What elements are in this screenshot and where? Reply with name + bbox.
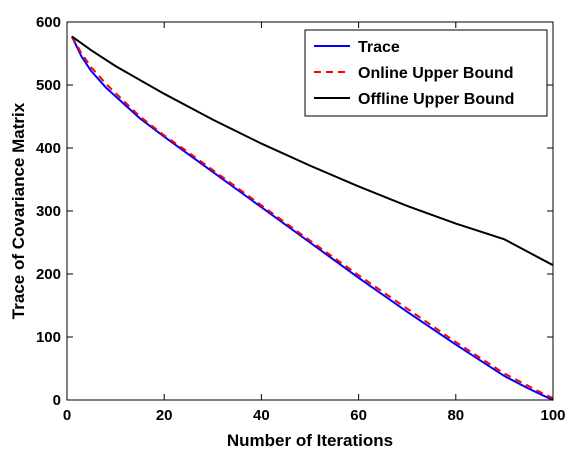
series-line-0 [70, 36, 554, 401]
series-lines [70, 35, 554, 401]
x-tick-label: 40 [253, 407, 270, 424]
y-tick-label: 0 [53, 392, 61, 409]
legend: Trace Online Upper Bound Offline Upper B… [304, 29, 548, 117]
legend-label-trace: Trace [358, 39, 400, 56]
x-tick-label: 100 [540, 407, 565, 424]
x-tick-label: 80 [447, 407, 464, 424]
y-tick-label: 400 [36, 140, 61, 157]
legend-label-online: Online Upper Bound [358, 65, 514, 82]
y-axis-label: Trace of Covariance Matrix [9, 102, 28, 319]
x-tick-label: 60 [350, 407, 367, 424]
series-line-2 [71, 35, 554, 267]
y-tick-label: 600 [36, 14, 61, 31]
y-tick-label: 500 [36, 77, 61, 94]
legend-box [304, 29, 548, 117]
x-tick-label: 0 [63, 407, 71, 424]
y-tick-label: 100 [36, 329, 61, 346]
x-tick-label: 20 [156, 407, 173, 424]
series-line-1 [70, 35, 554, 400]
y-tick-label: 300 [36, 203, 61, 220]
x-axis-label: Number of Iterations [227, 431, 393, 450]
axis-ticks: 0 20 40 60 80 100 0 100 200 300 400 500 600 [36, 14, 566, 424]
y-tick-label: 200 [36, 266, 61, 283]
legend-label-offline: Offline Upper Bound [358, 91, 514, 108]
